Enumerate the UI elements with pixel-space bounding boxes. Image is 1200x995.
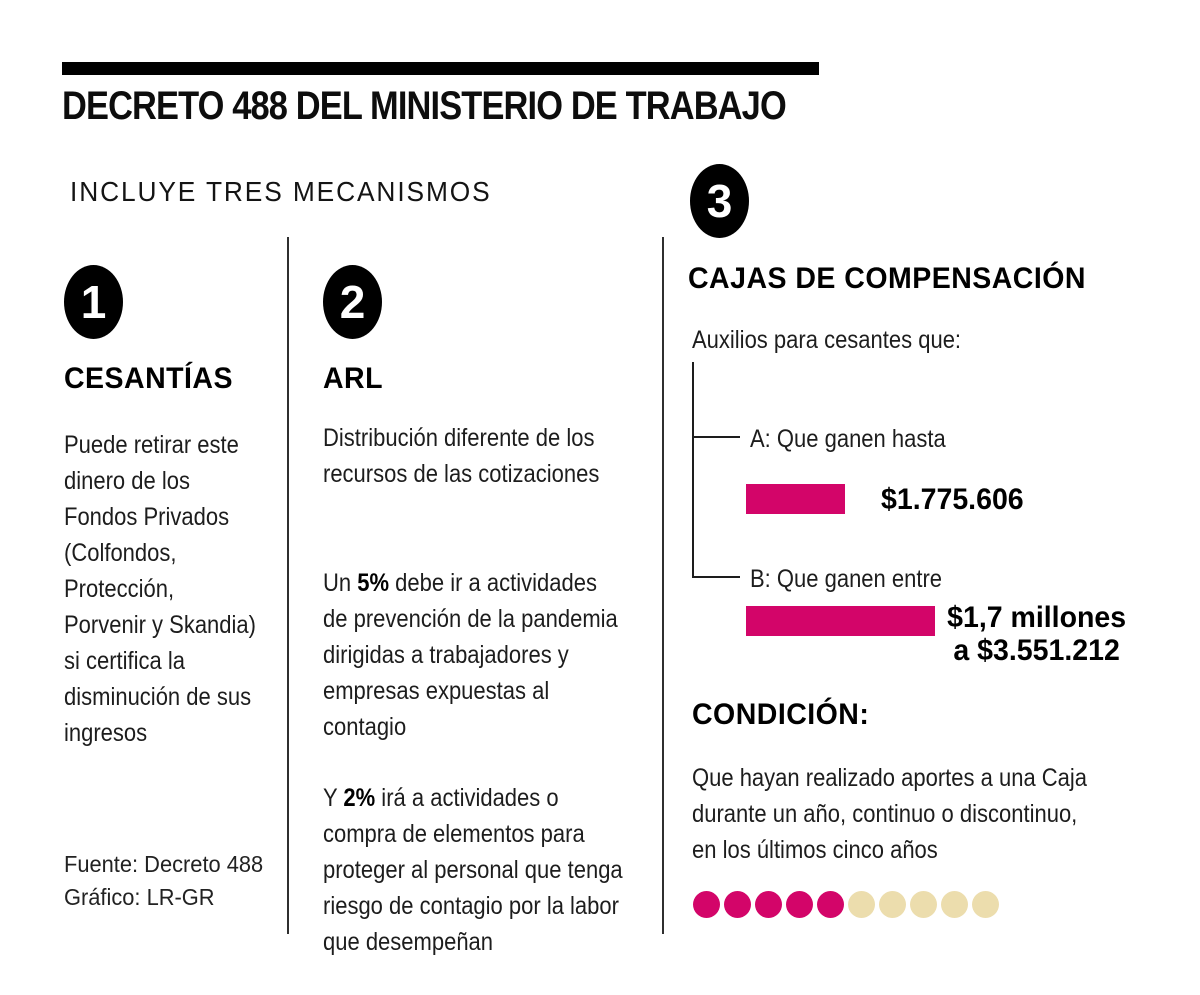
section-1-body: Puede retirar este dinero de los Fondos …: [64, 431, 256, 747]
section-3-badge: 3: [690, 164, 749, 238]
dot-empty: [848, 891, 875, 918]
dot-empty: [972, 891, 999, 918]
dot-empty: [879, 891, 906, 918]
title-rule: [62, 62, 819, 75]
bracket-branch-b-line: [692, 576, 740, 578]
section-3-heading: CAJAS DE COMPENSACIÓN: [688, 262, 1086, 295]
column-divider-1: [287, 237, 289, 934]
section-2-paragraph-1: Distribución diferente de los recursos d…: [323, 424, 600, 488]
para-3-text: Y: [323, 784, 344, 812]
para-2-continuation: de prevención de la pandemia dirigidas a…: [323, 605, 618, 741]
condition-heading: CONDICIÓN:: [692, 698, 870, 731]
credit-note: Gráfico: LR-GR: [64, 884, 215, 910]
dot-filled: [693, 891, 720, 918]
branch-b-label: B: Que ganen entre: [750, 565, 943, 593]
page-title: DECRETO 488 DEL MINISTERIO DE TRABAJO: [62, 84, 787, 128]
bracket-branch-a-line: [692, 436, 740, 438]
section-1-number: 1: [80, 276, 107, 328]
para-2-text-rest: debe ir a actividades: [389, 569, 597, 597]
para-2-highlight: 5%: [357, 569, 390, 597]
branch-b-bar: [746, 606, 935, 636]
para-3-continuation: compra de elementos para proteger al per…: [323, 820, 623, 956]
section-2-paragraph-3: Y 2% irá a actividades o compra de eleme…: [323, 744, 675, 995]
section-2-number: 2: [339, 276, 366, 328]
section-3-number: 3: [706, 175, 733, 227]
branch-a-amount: $1.775.606: [881, 483, 1024, 516]
dot-filled: [786, 891, 813, 918]
progress-dots: [693, 891, 999, 918]
dot-empty: [941, 891, 968, 918]
dot-empty: [910, 891, 937, 918]
section-2-badge: 2: [323, 265, 382, 339]
source-note: Fuente: Decreto 488: [64, 851, 264, 877]
page-subtitle: INCLUYE TRES MECANISMOS: [70, 176, 492, 207]
para-3-text-rest: irá a actividades o: [375, 784, 559, 812]
section-1-badge: 1: [64, 265, 123, 339]
dot-filled: [755, 891, 782, 918]
section-2-heading: ARL: [323, 362, 383, 395]
section-2-paragraph-2: Un 5% debe ir a actividades de prevenció…: [323, 529, 675, 781]
para-2-text: Un: [323, 569, 358, 597]
section-1-heading: CESANTÍAS: [64, 362, 233, 395]
dot-filled: [817, 891, 844, 918]
bracket-vertical-line: [692, 362, 694, 578]
branch-a-label: A: Que ganen hasta: [750, 425, 946, 453]
column-divider-2: [662, 237, 664, 934]
dot-filled: [724, 891, 751, 918]
section-3-intro: Auxilios para cesantes que:: [692, 326, 962, 354]
branch-b-amount: $1,7 millones a $3.551.212: [947, 601, 1127, 667]
para-3-highlight: 2%: [343, 784, 376, 812]
branch-a-bar: [746, 484, 845, 514]
condition-text: Que hayan realizado aportes a una Caja d…: [692, 764, 1088, 864]
